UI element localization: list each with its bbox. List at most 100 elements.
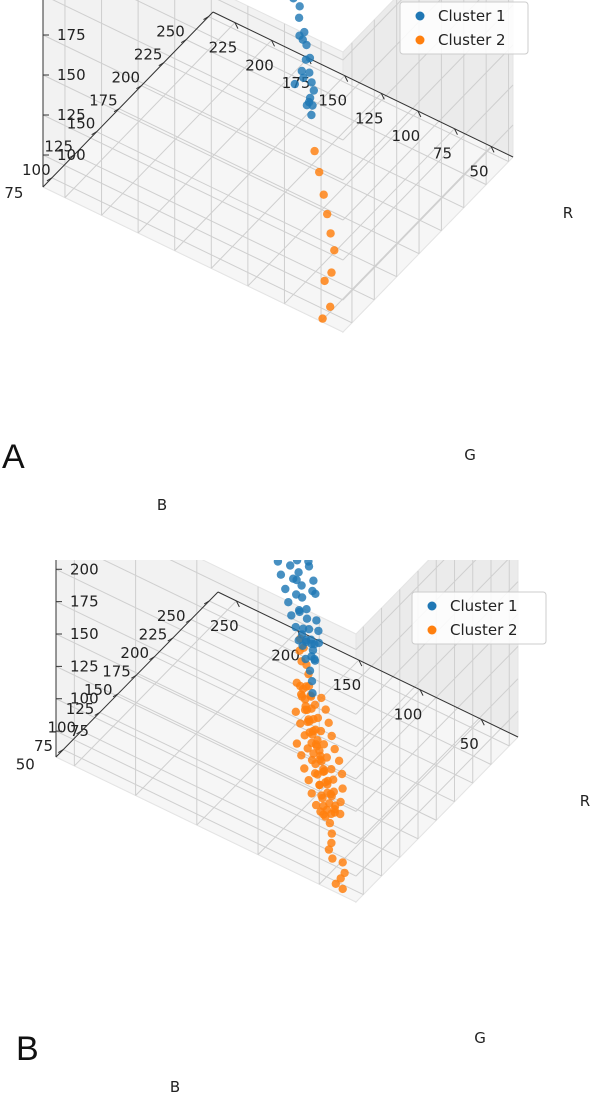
cluster-2-point [336,874,345,883]
cluster-2-point [321,705,330,714]
x-tick-label: 250 [210,617,239,635]
z-tick-label: 175 [57,26,86,44]
grid-line-y [136,674,437,821]
y-tick-label: 175 [89,92,118,110]
grid-line-x [320,146,492,322]
cluster-2-point [326,229,335,238]
grid-line-y [118,108,420,255]
legend-label: Cluster 1 [450,597,518,615]
cluster-1-point [307,110,316,120]
z-axis-label: R [563,204,573,222]
grid-line-y [99,711,401,858]
x-tick-label: 125 [355,109,384,127]
z-tick-label: 100 [70,690,99,708]
z-tick-label: 100 [57,146,86,164]
cluster-2-point [338,858,347,867]
panel-letter: B [16,1030,39,1068]
cluster-2-point [319,810,328,819]
y-tick-label: 50 [16,756,35,774]
grid-line-y [117,693,419,840]
cluster-2-point [304,715,313,724]
cluster-1-point [307,677,317,686]
legend-box [411,591,547,645]
grid-line-y [208,16,509,163]
x-tick-mark [271,40,275,47]
cluster-1-point [286,561,295,570]
cluster-2-point [327,731,336,741]
x-tick-label: 100 [392,127,421,145]
grid-line-z [42,114,344,261]
cluster-2-point [334,756,344,765]
cluster-2-point [330,744,339,754]
grid-line-z [42,34,344,181]
cluster-2-point [303,744,312,753]
cluster-2-point [309,749,318,758]
x-axis-label: B [170,1078,180,1096]
x-tick-label: 50 [460,735,479,753]
cluster-2-point [300,731,309,740]
x-tick-label: 50 [470,162,489,180]
cluster-2-point [318,314,327,323]
y-tick-mark [131,674,137,679]
x-tick-mark [344,75,349,82]
cluster-2-point [291,707,300,716]
cluster-2-point [328,854,337,863]
x-tick-label: 200 [245,56,274,74]
grid-line-y [209,600,510,747]
y-tick-mark [149,656,155,661]
y-tick-label: 125 [44,138,73,156]
y-tick-mark [76,730,82,735]
cluster-2-point [331,879,340,888]
cluster-2-point [300,764,309,773]
y-tick-label: 175 [102,663,131,681]
y-tick-mark [58,749,64,753]
z-axis-label: R [580,792,590,810]
y-tick-label: 250 [156,23,185,41]
cluster-1-point [301,635,311,645]
cluster-1-point [294,568,303,577]
panel-letter: A [2,438,25,476]
cluster-2-point [324,718,333,727]
x-axis-line [217,591,519,738]
y-tick-label: 200 [111,69,140,87]
y-tick-label: 150 [84,681,113,699]
grid-line-z [342,44,514,221]
cluster-1-point [284,598,293,607]
grid-line-z [55,633,357,780]
cluster-2-point [310,769,320,778]
grid-line-z [55,730,357,877]
cluster-1-point [287,611,296,620]
y-tick-label: 75 [4,184,23,202]
grid-line-y [51,177,353,324]
cluster-1-point [294,13,304,22]
grid-line-y [163,62,465,209]
cluster-1-point [314,626,323,636]
z-tick-label: 200 [70,560,99,578]
cluster-2-point [318,794,327,803]
cluster-2-point [310,146,319,156]
cluster-2-point [323,209,332,219]
y-axis-label: G [464,446,476,464]
cluster-1-point [312,616,321,625]
pane-xy [55,591,519,903]
y-tick-mark [113,108,120,113]
cluster-1-point [310,656,320,665]
cluster-1-point [299,73,308,83]
cluster-1-point [308,689,317,698]
x-tick-label: 150 [318,92,347,110]
grid-line-y [185,39,487,186]
grid-line-x [101,39,272,216]
cluster-1-point [292,560,302,565]
grid-line-z [52,0,344,141]
y-tick-label: 100 [47,718,76,736]
cluster-2-point [297,751,306,760]
x-tick-mark [235,600,240,608]
cluster-1-point [310,640,319,649]
grid-line-z [42,154,344,301]
cluster-2-point [292,739,302,748]
cluster-2-point [326,302,335,311]
grid-line-z [342,0,402,61]
grid-line-z [355,560,445,650]
cluster-2-point [325,818,335,828]
grid-line-z [355,646,519,812]
